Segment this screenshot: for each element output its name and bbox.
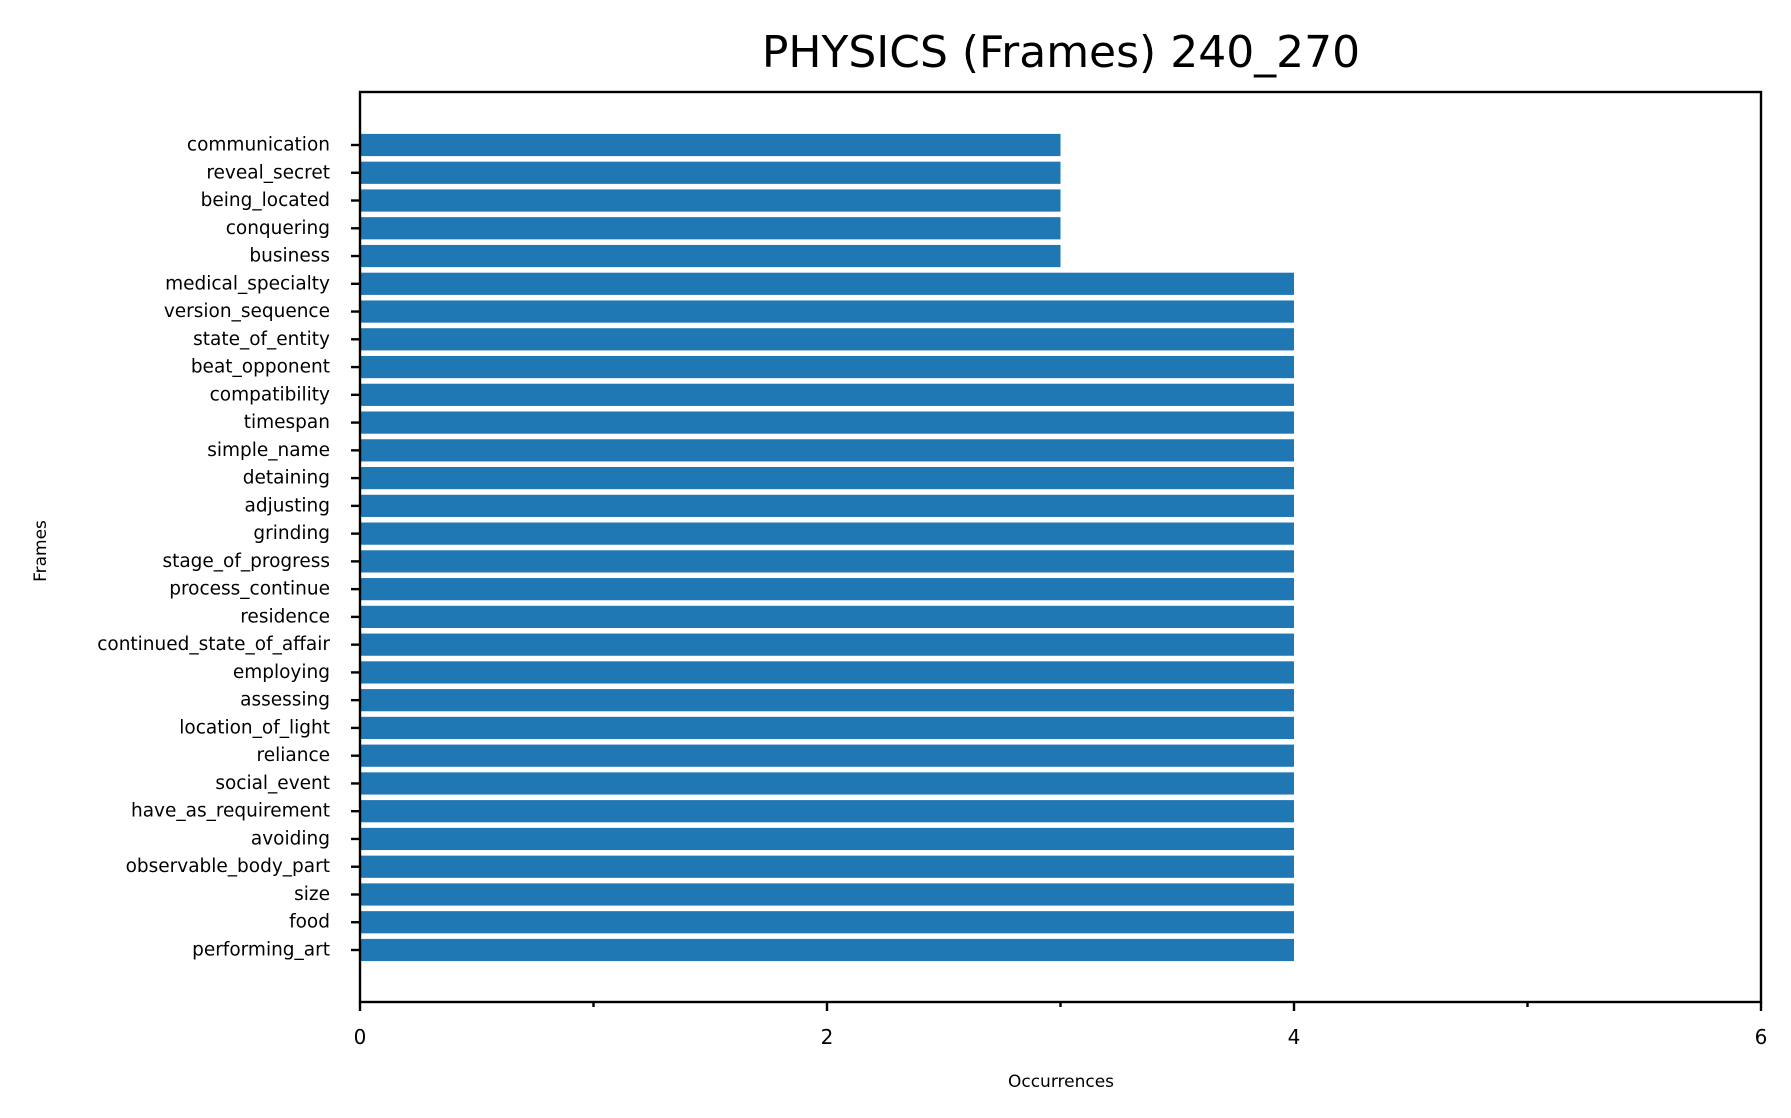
y-tick-label: communication [187,135,330,156]
plot-frame [358,90,1763,1004]
y-tick-label: compatibility [210,384,330,405]
y-tick-label: assessing [240,690,330,711]
y-tick-label: size [294,884,330,905]
bars-group [360,133,1294,962]
bar [360,439,1294,462]
y-tick-label: continued_state_of_affair [97,634,330,655]
bar [360,411,1294,434]
bar [360,689,1294,712]
y-tick-label: state_of_entity [193,329,330,350]
y-axis-label: Frames [31,520,51,582]
bar [360,855,1294,878]
y-tick-label: performing_art [192,940,330,961]
bar [360,772,1294,795]
bar [360,744,1294,767]
y-tick-label: avoiding [251,828,330,849]
y-tick-label: medical_specialty [165,273,330,294]
bar [360,383,1294,406]
y-tick-label: food [289,912,330,933]
bar [360,633,1294,656]
x-axis-label: Occurrences [1008,1072,1114,1092]
bar [360,217,1061,240]
bar [360,161,1061,184]
y-tick-label: business [249,246,330,267]
y-tick-label: process_continue [169,579,330,600]
y-tick-label: detaining [243,468,330,489]
bar [360,189,1061,212]
y-tick-label: version_sequence [164,301,330,322]
x-tick-label: 6 [1755,1025,1768,1049]
x-tick-label: 4 [1288,1025,1301,1049]
bar [360,605,1294,628]
x-tick-label: 0 [354,1025,367,1049]
bar [360,467,1294,490]
y-tick-label: conquering [226,218,330,239]
y-tick-label: employing [233,662,330,683]
bar [360,911,1294,934]
bar [360,300,1294,323]
bar [360,522,1294,545]
bar [360,661,1294,684]
bar [360,938,1294,962]
bar [360,716,1294,740]
y-tick-label: adjusting [245,495,330,516]
y-tick-label: residence [240,606,330,627]
y-tick-label: observable_body_part [126,856,330,877]
y-tick-label: being_located [201,190,330,211]
chart-title: PHYSICS (Frames) 240_270 [762,27,1360,78]
y-tick-label: reveal_secret [206,162,330,183]
y-tick-label: have_as_requirement [131,801,330,822]
bar [360,827,1294,851]
bar [360,494,1294,517]
y-tick-label: social_event [215,773,330,794]
bar [360,133,1061,157]
y-tick-label: stage_of_progress [162,551,330,572]
bar [360,800,1294,823]
bar [360,328,1294,351]
y-tick-label: simple_name [207,440,330,461]
y-axis-ticks: communication reveal_secret being_locatedc… [97,135,360,961]
y-tick-label: location_of_light [179,717,330,738]
y-tick-label: beat_opponent [191,357,330,378]
x-tick-label: 2 [821,1025,834,1049]
bar [360,355,1294,379]
y-tick-label: timespan [244,412,330,433]
bar [360,883,1294,906]
y-tick-label: reliance [257,745,330,766]
bar [360,272,1294,295]
bar [360,578,1294,601]
bar [360,244,1061,268]
y-tick-label: grinding [253,523,330,544]
x-axis-ticks: 0 2 4 6 [354,1002,1768,1049]
bar [360,550,1294,573]
